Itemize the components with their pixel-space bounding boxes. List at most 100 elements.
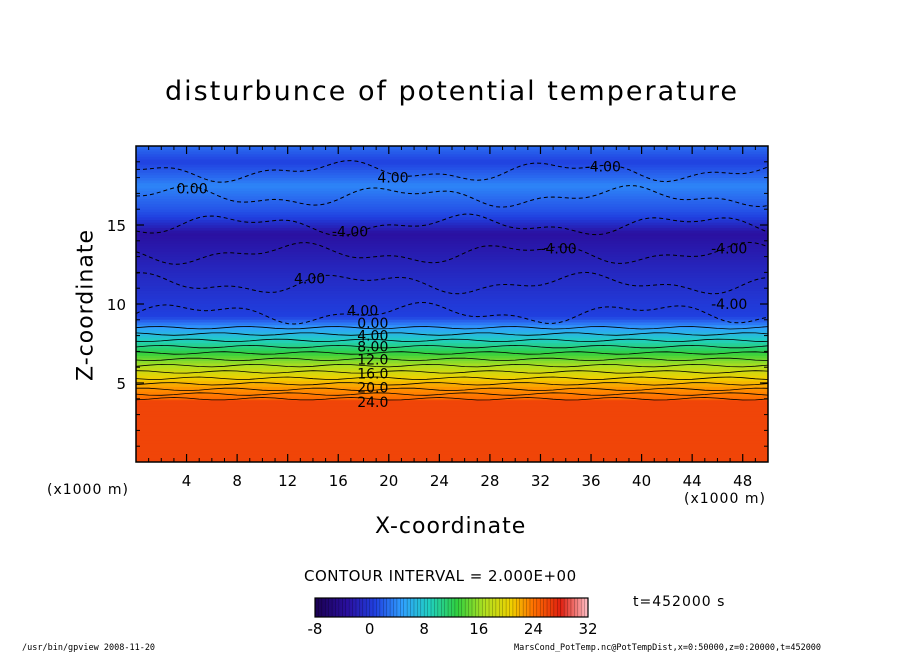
contour-line (136, 357, 768, 362)
field-band (136, 261, 768, 265)
field-band (136, 195, 768, 199)
contour-label: 12.0 (357, 352, 388, 368)
contour-label: 4.00 (294, 272, 325, 288)
contour-line-negative (136, 160, 768, 183)
field-band (136, 258, 768, 263)
field-band (136, 256, 768, 260)
contour-line-negative (136, 241, 768, 265)
contour-line (136, 351, 768, 355)
x-tick-label: 20 (379, 472, 398, 490)
field-band (136, 295, 768, 299)
field-band (136, 360, 768, 364)
x-axis: 4 8 12 16 20 24 28 32 36 40 44 48 (148, 146, 756, 490)
field-band (136, 150, 768, 155)
field-band (136, 350, 768, 354)
field-band (136, 329, 768, 334)
field-band (136, 316, 768, 320)
contour-line (136, 392, 768, 396)
field-band (136, 413, 768, 417)
field-band (136, 219, 768, 223)
contour-label: -4.00 (540, 242, 576, 258)
footer-right: MarsCond_PotTemp.nc@PotTempDist,x=0:5000… (514, 643, 822, 653)
field-band (136, 214, 768, 218)
field-band (136, 311, 768, 315)
field-band (136, 398, 768, 400)
field-band (136, 303, 768, 307)
field-band (136, 211, 768, 215)
field-band (136, 222, 768, 226)
field-band (136, 453, 768, 457)
field-band (136, 277, 768, 281)
field-band (136, 437, 768, 441)
field-band (136, 367, 768, 371)
field-band (136, 347, 768, 351)
contour-layer (136, 160, 768, 401)
field-band (136, 377, 768, 382)
field-band (136, 408, 768, 412)
x-tick-label: 4 (182, 472, 192, 490)
contour-line (136, 382, 768, 386)
field-band (136, 269, 768, 273)
field-band (136, 380, 768, 385)
field-band (136, 201, 768, 205)
field-band (136, 187, 768, 192)
footer-left: /usr/bin/gpview 2008-11-20 (22, 643, 156, 653)
field-band (136, 229, 768, 234)
x-tick-label: 44 (683, 472, 702, 490)
colorbar-tick-label: 24 (524, 620, 543, 638)
field-band (136, 251, 768, 255)
field-band (136, 432, 768, 436)
y-axis: 5 10 15 (107, 161, 768, 447)
field-band (136, 232, 768, 236)
x-tick-label: 28 (480, 472, 499, 490)
colorbar-tick-label: 16 (469, 620, 488, 638)
field-band (136, 332, 768, 336)
contour-label: 4.00 (377, 171, 408, 187)
field-band (136, 434, 768, 439)
field-band (136, 240, 768, 244)
field-band (136, 279, 768, 284)
contour-label: -4.00 (711, 242, 747, 258)
field-band (136, 166, 768, 170)
contour-line-negative (136, 271, 768, 295)
field-band (136, 174, 768, 178)
field-band (136, 321, 768, 326)
y-tick-label: 10 (107, 296, 126, 314)
field-band (136, 391, 768, 395)
contour-label-layer: -4.000.004.00-4.00-4.00 -4.004.00-4.004.0… (176, 160, 747, 411)
contour-label: 4.00 (357, 329, 388, 345)
field-band (136, 396, 768, 400)
contour-label: 16.0 (357, 367, 388, 383)
field-band (136, 227, 768, 231)
field-band (136, 290, 768, 294)
field-band (136, 274, 768, 278)
field-layer (136, 146, 768, 462)
field-band (136, 177, 768, 181)
chart-title: disturbunce of potential temperature (165, 76, 739, 107)
field-band (136, 440, 768, 444)
field-band (136, 450, 768, 455)
contour-label: 8.00 (357, 340, 388, 356)
contour-label: -4.00 (585, 160, 621, 176)
x-tick-label: 32 (531, 472, 550, 490)
field-band (136, 243, 768, 247)
field-band (136, 172, 768, 176)
field-band (136, 355, 768, 359)
field-band (136, 418, 768, 423)
field-band (136, 334, 768, 339)
field-band (136, 429, 768, 433)
y-tick-label: 15 (107, 217, 126, 235)
field-band (136, 248, 768, 252)
field-band (136, 442, 768, 447)
colorbar-tick-label: -8 (308, 620, 323, 638)
field-band (136, 198, 768, 202)
field-band (136, 245, 768, 249)
field-band (136, 393, 768, 397)
contour-line (136, 363, 768, 368)
colorbar-frame (314, 597, 589, 618)
field-band (136, 362, 768, 366)
field-band (136, 185, 768, 189)
field-band (136, 340, 768, 344)
contour-line-negative (136, 213, 768, 237)
